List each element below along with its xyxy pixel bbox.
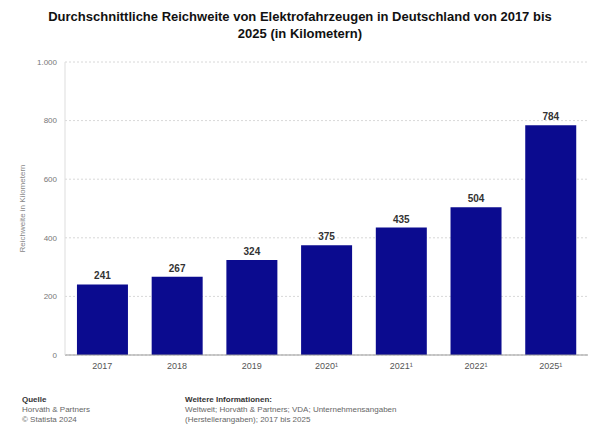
html-text:© Statista 2024: © Statista 2024 [22,415,77,424]
svg-text:2025¹: 2025¹ [539,361,562,371]
svg-text:435: 435 [393,214,410,225]
svg-text:375: 375 [318,231,335,242]
svg-text:600: 600 [44,175,58,184]
html-text:Weltweit; Horváth & Partners;: Weltweit; Horváth & Partners; VDA; Unter… [185,405,397,424]
svg-text:Reichweite in Kilometern: Reichweite in Kilometern [18,164,27,252]
svg-text:784: 784 [542,111,559,122]
html-text:Weitere Informationen:: Weitere Informationen: [185,395,272,404]
svg-text:2019: 2019 [242,361,262,371]
html-text:Durchschnittliche Reichweite v: Durchschnittliche Reichweite von Elektro… [48,9,552,41]
svg-text:241: 241 [94,270,111,281]
svg-text:2018: 2018 [167,361,187,371]
svg-text:800: 800 [44,116,58,125]
svg-text:0: 0 [53,351,58,360]
svg-text:324: 324 [244,246,261,257]
svg-text:1.000: 1.000 [37,58,58,67]
html-text:Horváth & Partners: Horváth & Partners [22,405,90,414]
svg-text:400: 400 [44,234,58,243]
svg-text:267: 267 [169,263,186,274]
svg-text:200: 200 [44,292,58,301]
html-text:Quelle: Quelle [22,395,47,404]
svg-text:2020¹: 2020¹ [315,361,338,371]
svg-text:504: 504 [468,193,485,204]
svg-text:2017: 2017 [92,361,112,371]
svg-text:2022¹: 2022¹ [464,361,487,371]
svg-text:2021¹: 2021¹ [390,361,413,371]
